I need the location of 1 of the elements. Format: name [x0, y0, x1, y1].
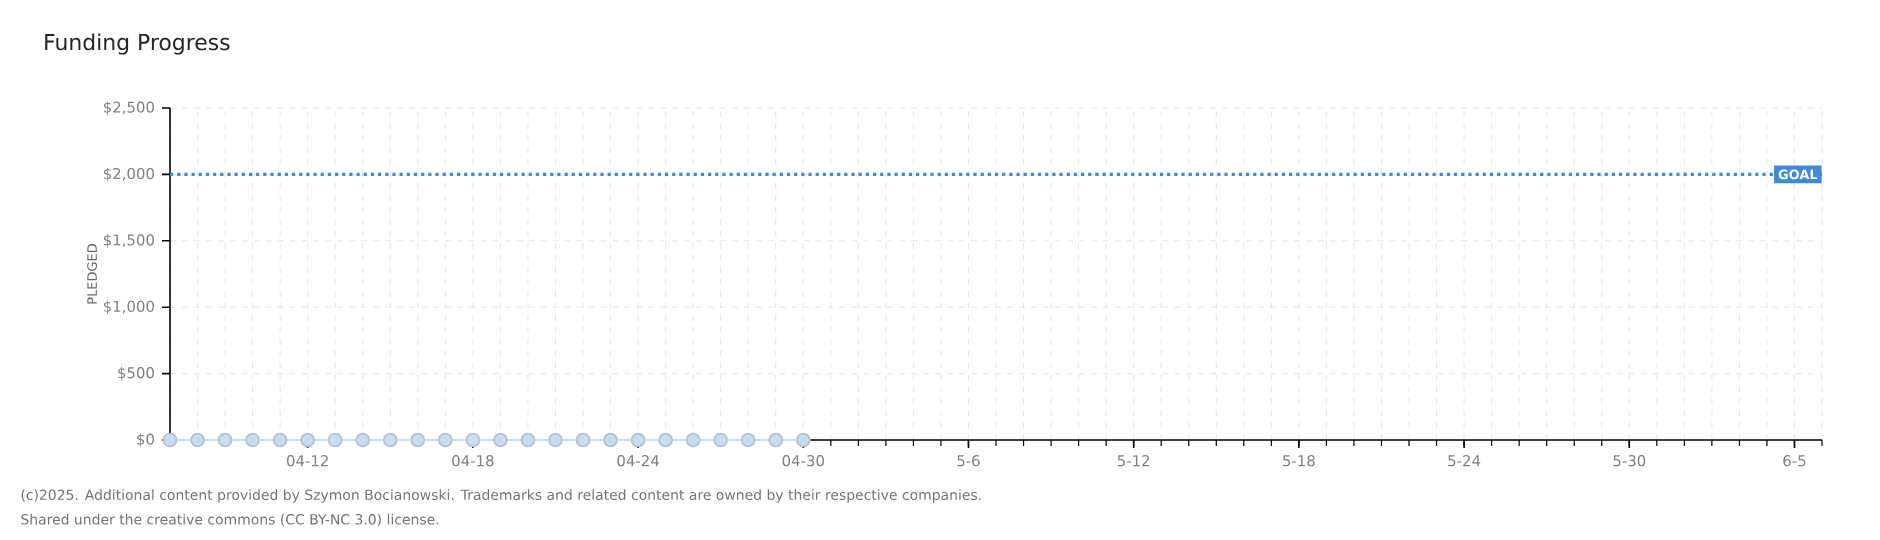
chart-title: Funding Progress	[45, 33, 230, 55]
